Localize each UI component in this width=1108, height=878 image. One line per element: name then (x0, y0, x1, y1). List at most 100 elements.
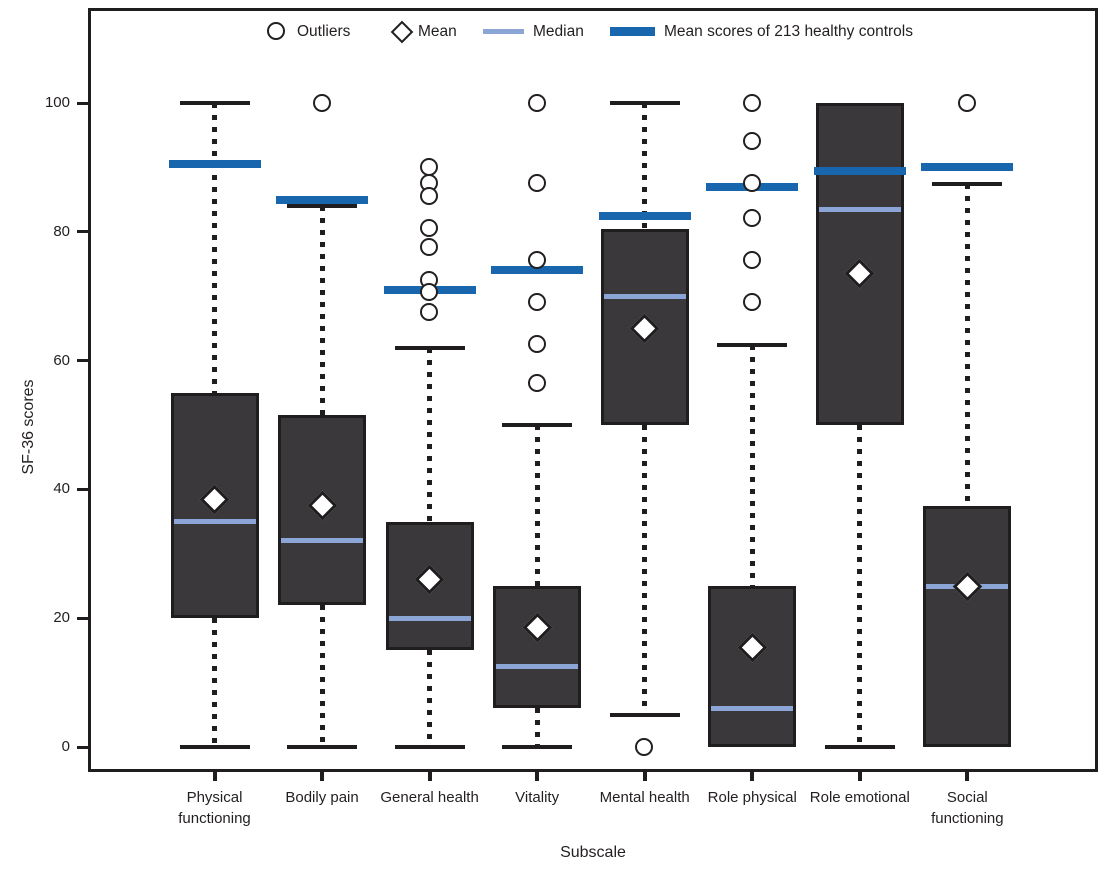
box-iqr (923, 505, 1012, 747)
box-iqr (708, 586, 797, 747)
median-legend-swatch (483, 29, 524, 34)
healthy-controls-line (276, 195, 369, 204)
x-axis-title: Subscale (560, 844, 626, 861)
healthy-controls-line (921, 163, 1014, 172)
x-category-label: General health (380, 789, 479, 806)
outlier-marker (742, 209, 761, 228)
upper-whisker (212, 103, 217, 393)
outlier-marker (527, 293, 546, 312)
x-category-label: Role physical (707, 789, 797, 806)
lower-whisker (534, 708, 540, 747)
outlier-marker (527, 335, 546, 353)
outlier-marker (420, 302, 439, 321)
controls-legend-swatch (610, 27, 655, 36)
upper-whisker-cap (179, 101, 250, 105)
median-line (711, 705, 794, 711)
y-tick-label: 80 (53, 222, 70, 240)
y-tick-label: 60 (53, 351, 70, 369)
median-line (818, 206, 901, 212)
x-category-label: Physical functioning (178, 789, 251, 827)
outlier-marker (420, 238, 439, 257)
upper-whisker (964, 183, 970, 506)
upper-whisker-cap (394, 345, 465, 350)
outlier-marker (420, 219, 439, 238)
y-tick-label: 20 (53, 609, 70, 627)
outlier-marker (527, 174, 546, 192)
legend-label-outliers: Outliers (297, 23, 351, 40)
outlier-marker (527, 93, 546, 112)
x-axis-tick (857, 772, 862, 781)
lower-whisker (427, 650, 433, 747)
outlier-marker (957, 93, 976, 112)
y-axis-tick (77, 101, 88, 105)
box-iqr (493, 586, 582, 709)
healthy-controls-line (598, 211, 691, 220)
x-axis-tick (750, 772, 755, 781)
lower-whisker-cap (287, 745, 358, 749)
upper-whisker-cap (609, 101, 680, 105)
outlier-marker (420, 186, 439, 205)
y-tick-label: 0 (61, 738, 70, 755)
healthy-controls-line (491, 266, 584, 275)
median-line (496, 664, 579, 669)
y-axis-tick (77, 230, 88, 234)
median-line (173, 519, 256, 525)
y-tick-label: 40 (53, 480, 70, 498)
y-axis-tick (77, 487, 88, 491)
lower-whisker-cap (394, 745, 465, 749)
x-category-label: Social functioning (931, 789, 1004, 827)
outlier-marker (742, 174, 761, 192)
healthy-controls-line (168, 160, 261, 169)
outlier-marker (312, 93, 331, 112)
x-axis-tick (965, 772, 970, 781)
outlier-marker (527, 373, 546, 392)
upper-whisker (427, 347, 433, 522)
plot-frame (88, 8, 1098, 772)
upper-whisker-cap (287, 204, 358, 209)
y-axis-tick (77, 359, 88, 363)
legend-label-median: Median (533, 23, 584, 40)
median-line (281, 538, 364, 544)
median-line (388, 615, 471, 621)
x-axis-tick (427, 772, 432, 781)
lower-whisker (212, 618, 217, 747)
y-tick-label: 100 (44, 94, 70, 111)
outlier-marker (420, 283, 439, 302)
outlier-marker (635, 737, 654, 756)
y-axis-tick (77, 745, 88, 749)
x-axis-tick (535, 772, 540, 781)
x-axis-tick (320, 772, 325, 781)
healthy-controls-line (813, 166, 906, 175)
outlier-marker (527, 251, 546, 270)
upper-whisker-cap (502, 423, 573, 427)
x-category-label: Mental health (599, 789, 690, 806)
upper-whisker-cap (717, 342, 788, 347)
outlier-legend-icon (267, 22, 285, 40)
median-line (603, 293, 686, 299)
x-category-label: Bodily pain (285, 789, 359, 806)
lower-whisker-cap (502, 745, 573, 749)
lower-whisker-cap (609, 712, 680, 717)
legend-label-mean: Mean (418, 23, 457, 40)
upper-whisker (642, 103, 648, 229)
x-category-label: Vitality (515, 789, 560, 806)
lower-whisker (857, 425, 863, 747)
upper-whisker (319, 206, 325, 416)
x-axis-tick (642, 772, 647, 781)
lower-whisker (319, 605, 325, 747)
upper-whisker (534, 425, 540, 586)
legend-label-controls: Mean scores of 213 healthy controls (664, 23, 913, 40)
outlier-marker (742, 293, 761, 312)
x-axis-tick (212, 772, 217, 781)
outlier-marker (742, 132, 761, 151)
lower-whisker-cap (824, 745, 895, 749)
outlier-marker (742, 93, 761, 112)
y-axis-tick (77, 616, 88, 620)
x-category-label: Role emotional (809, 789, 910, 806)
lower-whisker (642, 425, 648, 715)
lower-whisker-cap (179, 745, 250, 749)
upper-whisker-cap (932, 181, 1003, 186)
outlier-marker (742, 251, 761, 270)
upper-whisker (749, 344, 755, 586)
